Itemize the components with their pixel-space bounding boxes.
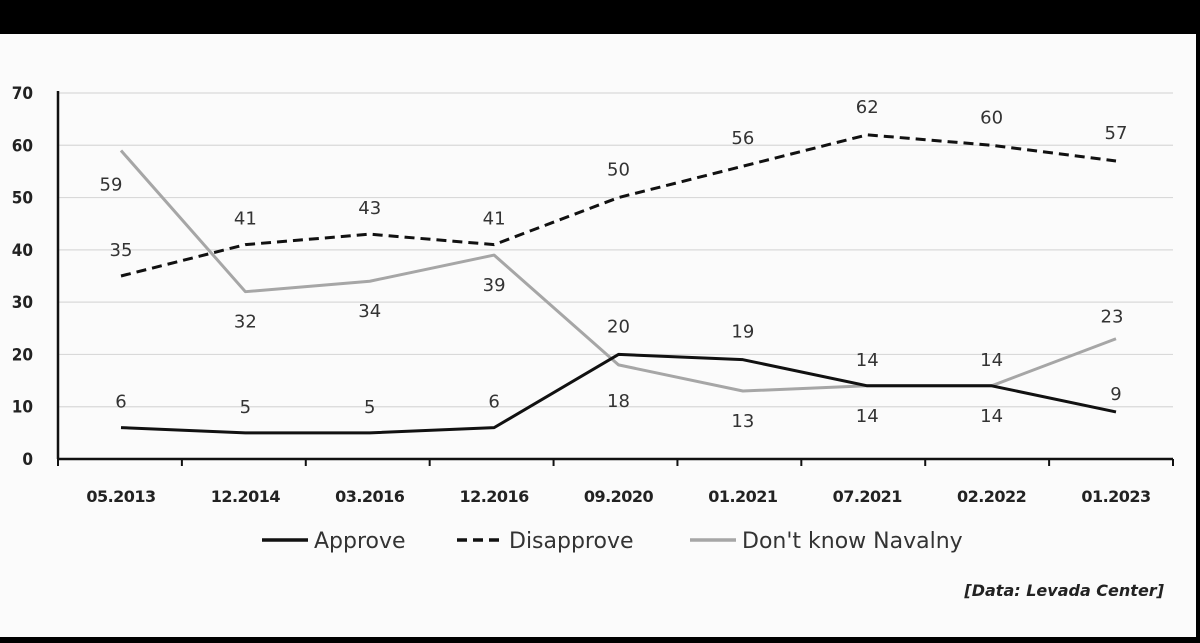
y-tick-label: 50 (12, 189, 33, 209)
data-label: 59 (100, 175, 123, 196)
data-label: 41 (234, 209, 257, 230)
source-note: [Data: Levada Center] (963, 581, 1164, 600)
data-label: 5 (240, 397, 251, 418)
x-tick-label: 02.2022 (957, 487, 1026, 506)
x-tick-label: 07.2021 (833, 487, 903, 506)
x-tick-label: 12.2014 (211, 487, 281, 506)
data-label: 6 (488, 392, 499, 413)
x-tick-label: 09.2020 (584, 487, 654, 506)
x-tick-label: 12.2016 (459, 487, 529, 506)
data-label: 14 (856, 350, 879, 371)
data-label: 6 (115, 392, 126, 413)
y-tick-label: 70 (12, 84, 33, 104)
legend-label: Disapprove (509, 529, 634, 554)
data-label: 35 (110, 240, 133, 261)
y-tick-label: 30 (12, 293, 33, 313)
series-line-approve (120, 352, 1117, 435)
series-line-disapprove (120, 133, 1117, 278)
y-tick-label: 40 (12, 241, 33, 261)
grid-lines (58, 92, 1173, 408)
data-label: 60 (980, 107, 1003, 128)
x-tick-label: 03.2016 (335, 487, 405, 506)
data-label: 34 (358, 301, 381, 322)
data-label: 5 (364, 397, 375, 418)
data-label: 13 (731, 411, 754, 432)
data-label: 23 (1101, 307, 1124, 328)
x-tick-label: 01.2023 (1081, 487, 1150, 506)
y-tick-label: 60 (12, 136, 33, 156)
y-tick-label: 10 (12, 398, 33, 418)
data-label: 41 (483, 209, 506, 230)
data-label: 39 (483, 275, 506, 296)
data-label: 20 (607, 316, 630, 337)
legend-label: Don't know Navalny (742, 529, 963, 554)
y-tick-label: 20 (12, 345, 33, 365)
data-label: 62 (856, 97, 879, 118)
data-label: 57 (1105, 123, 1128, 144)
data-label: 19 (731, 322, 754, 343)
data-label: 56 (731, 128, 754, 149)
legend-label: Approve (314, 529, 406, 554)
legend: Approve Disapprove Don't know Navalny (262, 529, 963, 554)
data-label: 14 (856, 406, 879, 427)
data-label: 14 (980, 406, 1003, 427)
chart-panel (0, 34, 1196, 637)
y-tick-label: 0 (22, 450, 33, 470)
data-label: 18 (607, 391, 630, 412)
data-label: 50 (607, 160, 630, 181)
x-tick-label: 05.2013 (86, 487, 155, 506)
data-label: 14 (980, 350, 1003, 371)
data-label: 43 (358, 198, 381, 219)
x-tick-label: 01.2021 (708, 487, 778, 506)
data-label: 9 (1110, 384, 1121, 405)
data-label: 32 (234, 312, 257, 333)
